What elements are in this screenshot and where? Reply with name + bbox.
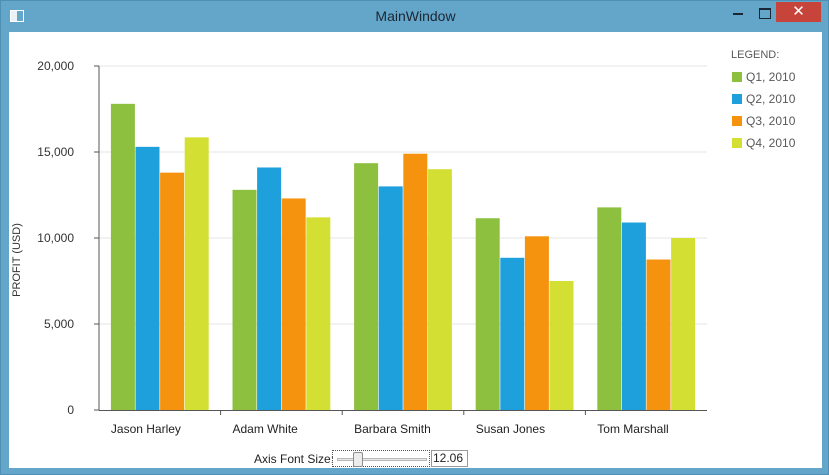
legend-item-label: Q2, 2010 <box>746 92 796 106</box>
client-area: 0 5,000 10,000 15,000 20,000 Jason Harley Adam… <box>9 32 822 468</box>
bar <box>646 259 671 410</box>
bar <box>549 281 574 410</box>
bar <box>378 186 403 410</box>
legend: LEGEND: Q1, 2010 Q2, 2010 Q3, 2010 Q4, 2010 <box>731 49 796 150</box>
x-category-label: Jason Harley <box>111 422 181 436</box>
axes: 0 5,000 10,000 15,000 20,000 Jason Harley Adam… <box>37 59 707 436</box>
bar <box>524 236 549 410</box>
legend-swatch <box>732 72 742 82</box>
slider-thumb[interactable] <box>353 452 363 467</box>
axis-font-size-label: Axis Font Size: <box>254 452 335 466</box>
bar <box>281 198 306 410</box>
close-button[interactable]: ✕ <box>776 2 821 22</box>
legend-title: LEGEND: <box>731 49 779 61</box>
legend-item-label: Q1, 2010 <box>746 70 796 84</box>
bar <box>621 222 646 410</box>
axis-font-size-value[interactable]: 12.06 <box>431 450 468 467</box>
app-window-icon[interactable] <box>10 10 24 22</box>
bar <box>671 238 696 410</box>
legend-item-label: Q3, 2010 <box>746 114 796 128</box>
bar <box>306 217 331 410</box>
y-axis-title: PROFIT (USD) <box>11 223 23 297</box>
x-category-label: Tom Marshall <box>597 422 668 436</box>
x-category-label: Susan Jones <box>476 422 545 436</box>
x-category-label: Barbara Smith <box>354 422 431 436</box>
y-tick-label: 10,000 <box>37 231 74 245</box>
bar <box>597 207 622 410</box>
y-tick-label: 0 <box>67 403 74 417</box>
bar <box>257 167 282 410</box>
y-tick-label: 15,000 <box>37 145 74 159</box>
bar <box>403 153 428 410</box>
bar <box>184 137 209 410</box>
axis-font-size-slider[interactable] <box>332 450 430 467</box>
legend-swatch <box>732 138 742 148</box>
y-tick-label: 20,000 <box>37 59 74 73</box>
bar-chart: 0 5,000 10,000 15,000 20,000 Jason Harley Adam… <box>11 49 796 436</box>
slider-track[interactable] <box>337 458 427 461</box>
bar <box>475 218 500 410</box>
legend-swatch <box>732 94 742 104</box>
window-title: MainWindow <box>375 8 456 24</box>
minimize-button[interactable] <box>725 2 751 22</box>
bar <box>110 103 135 410</box>
title-bar[interactable]: MainWindow ✕ <box>1 1 828 32</box>
bars <box>110 103 696 410</box>
bar <box>427 169 452 410</box>
bar <box>500 257 525 410</box>
bar <box>354 163 379 410</box>
close-icon: ✕ <box>792 3 805 20</box>
bar <box>135 146 160 410</box>
maximize-button[interactable] <box>751 2 777 22</box>
x-category-label: Adam White <box>233 422 299 436</box>
bar <box>160 172 185 410</box>
y-tick-label: 5,000 <box>44 317 74 331</box>
legend-swatch <box>732 116 742 126</box>
bar <box>232 189 257 410</box>
legend-item-label: Q4, 2010 <box>746 136 796 150</box>
